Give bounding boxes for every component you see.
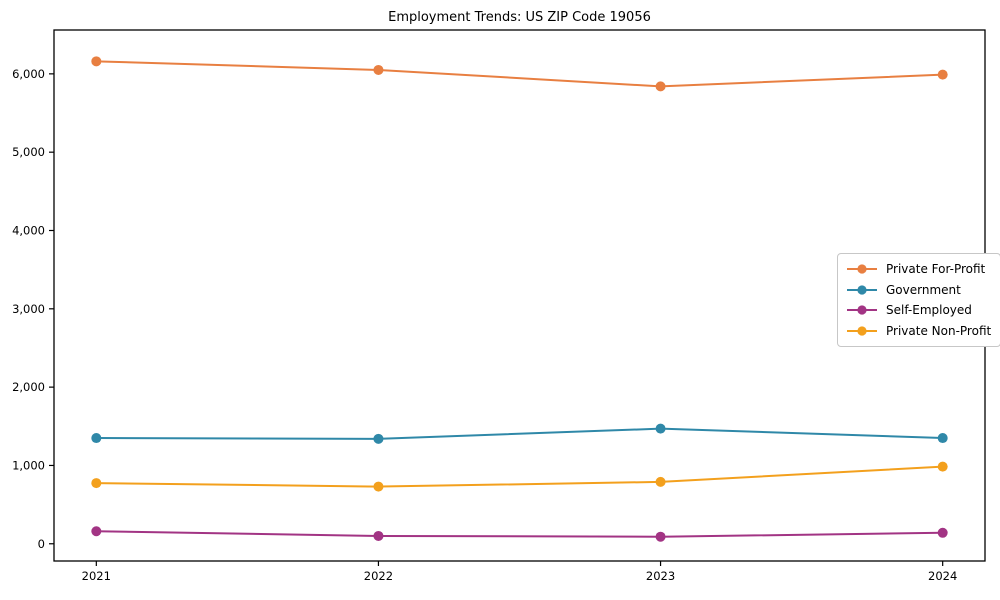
data-point-marker	[655, 423, 666, 434]
legend-swatch-icon	[847, 326, 877, 336]
legend: Private For-Profit Government Self-Employe…	[837, 253, 1000, 347]
legend-label: Government	[886, 282, 961, 297]
legend-swatch-icon	[847, 264, 877, 274]
data-point-marker	[937, 69, 948, 80]
series-line	[95, 60, 944, 88]
x-tick-label: 2024	[928, 569, 957, 583]
y-tick-label: 3,000	[12, 302, 45, 316]
legend-item: Private Non-Profit	[845, 321, 991, 342]
x-tick-label: 2022	[364, 569, 393, 583]
y-tick-label: 2,000	[12, 380, 45, 394]
data-point-marker	[655, 476, 666, 487]
legend-label: Private Non-Profit	[886, 323, 992, 338]
data-point-marker	[937, 461, 948, 472]
chart-title: Employment Trends: US ZIP Code 19056	[388, 10, 651, 25]
y-tick-label: 0	[38, 537, 45, 551]
legend-item: Private For-Profit	[845, 259, 991, 280]
y-tick-label: 6,000	[12, 67, 45, 81]
data-point-marker	[655, 81, 666, 92]
data-point-marker	[373, 481, 384, 492]
data-point-marker	[373, 433, 384, 444]
data-point-marker	[373, 530, 384, 541]
data-point-marker	[91, 478, 102, 489]
series-line	[95, 530, 944, 538]
y-tick-label: 1,000	[12, 458, 45, 472]
data-point-marker	[91, 433, 102, 444]
data-point-marker	[937, 433, 948, 444]
series-line	[95, 465, 944, 488]
legend-label: Private For-Profit	[886, 262, 986, 277]
data-point-marker	[373, 64, 384, 75]
legend-swatch-icon	[847, 285, 877, 295]
y-tick-label: 4,000	[12, 223, 45, 237]
legend-swatch-icon	[847, 305, 877, 315]
series-line	[95, 427, 944, 440]
y-tick-label: 5,000	[12, 145, 45, 159]
legend-item: Government	[845, 280, 991, 301]
data-point-marker	[91, 56, 102, 67]
data-point-marker	[937, 527, 948, 538]
legend-label: Self-Employed	[886, 303, 972, 318]
legend-item: Self-Employed	[845, 300, 991, 321]
x-tick-label: 2021	[82, 569, 111, 583]
x-tick-label: 2023	[646, 569, 675, 583]
data-point-marker	[91, 526, 102, 537]
data-point-marker	[655, 531, 666, 542]
